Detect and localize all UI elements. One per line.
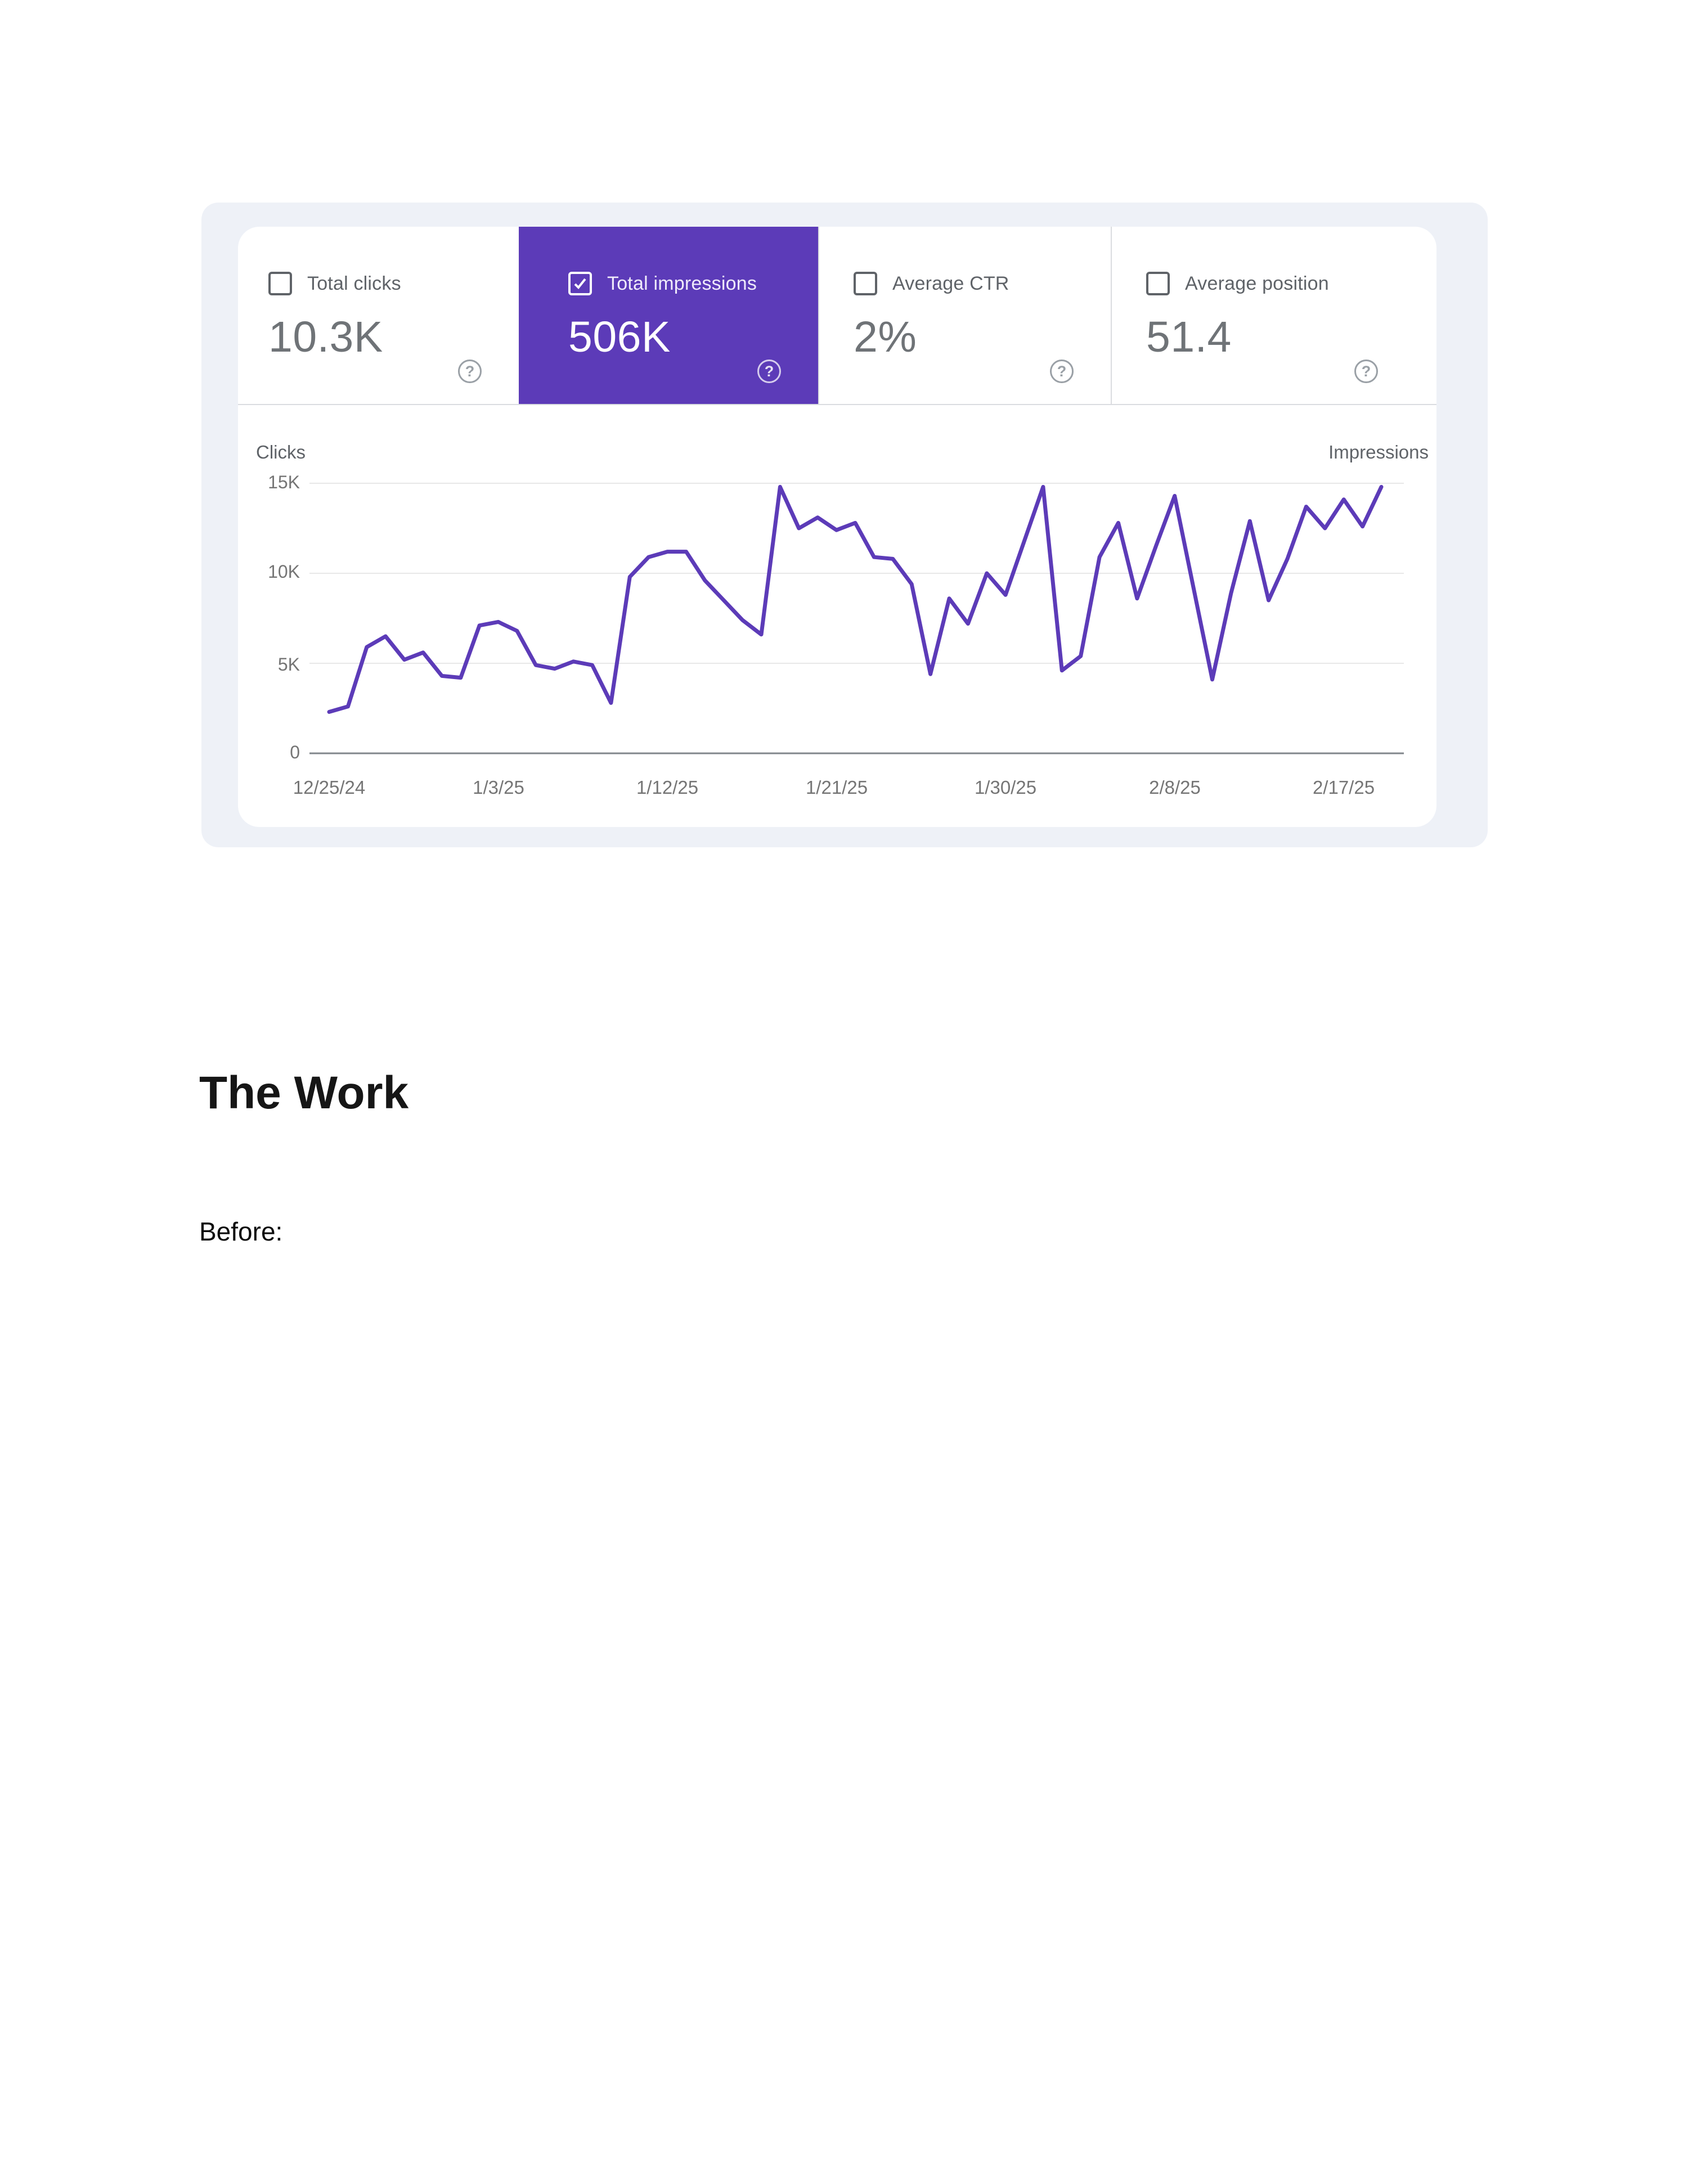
x-axis: 12/25/24 1/3/25 1/12/25 1/21/25 1/30/25 … [238,777,1436,811]
x-tick: 1/21/25 [805,777,868,798]
metric-card-total-impressions[interactable]: Total impressions 506K ? [519,227,818,404]
before-label: Before: [199,1217,283,1246]
x-tick: 2/8/25 [1149,777,1201,798]
x-tick: 1/30/25 [974,777,1037,798]
check-mark-icon [574,278,586,289]
help-icon[interactable]: ? [757,359,781,383]
metric-card-total-clicks[interactable]: Total clicks 10.3K ? [238,227,519,404]
metric-label: Average position [1185,272,1329,294]
right-axis-title: Impressions [1328,442,1429,462]
x-tick: 1/12/25 [636,777,699,798]
metric-card-average-position[interactable]: Average position 51.4 ? [1111,227,1436,404]
metric-card-header: Average position [1146,272,1436,295]
help-icon[interactable]: ? [1354,359,1378,383]
metric-label: Total clicks [307,272,401,294]
checkbox-icon[interactable] [568,272,592,295]
checkbox-icon[interactable] [268,272,292,295]
metric-label: Total impressions [607,272,757,294]
metric-value: 10.3K [268,313,383,361]
x-tick: 1/3/25 [473,777,524,798]
checkbox-icon[interactable] [1146,272,1170,295]
metric-card-header: Total impressions [568,272,818,295]
performance-card: Total clicks 10.3K ? Total impressions [238,227,1436,827]
gridlines [309,483,1404,754]
y-tick-10k: 10K [268,561,300,582]
y-tick-5k: 5K [277,654,300,675]
x-tick: 2/17/25 [1312,777,1375,798]
section-heading: The Work [199,1067,409,1118]
impressions-line [327,484,1384,714]
metric-value: 51.4 [1146,313,1232,361]
performance-line-chart [309,483,1404,754]
metric-value: 2% [854,313,917,361]
metric-label: Average CTR [892,272,1009,294]
help-icon[interactable]: ? [458,359,482,383]
help-icon[interactable]: ? [1050,359,1074,383]
checkbox-icon[interactable] [854,272,877,295]
y-tick-15k: 15K [268,472,300,492]
metric-card-header: Average CTR [854,272,1111,295]
left-axis-title: Clicks [256,442,306,462]
metric-value: 506K [568,313,671,361]
metric-cards-row: Total clicks 10.3K ? Total impressions [238,227,1436,405]
y-tick-0: 0 [290,742,300,762]
metric-card-header: Total clicks [268,272,519,295]
x-tick: 12/25/24 [293,777,366,798]
metric-card-average-ctr[interactable]: Average CTR 2% ? [818,227,1111,404]
search-console-panel: Total clicks 10.3K ? Total impressions [201,203,1488,847]
